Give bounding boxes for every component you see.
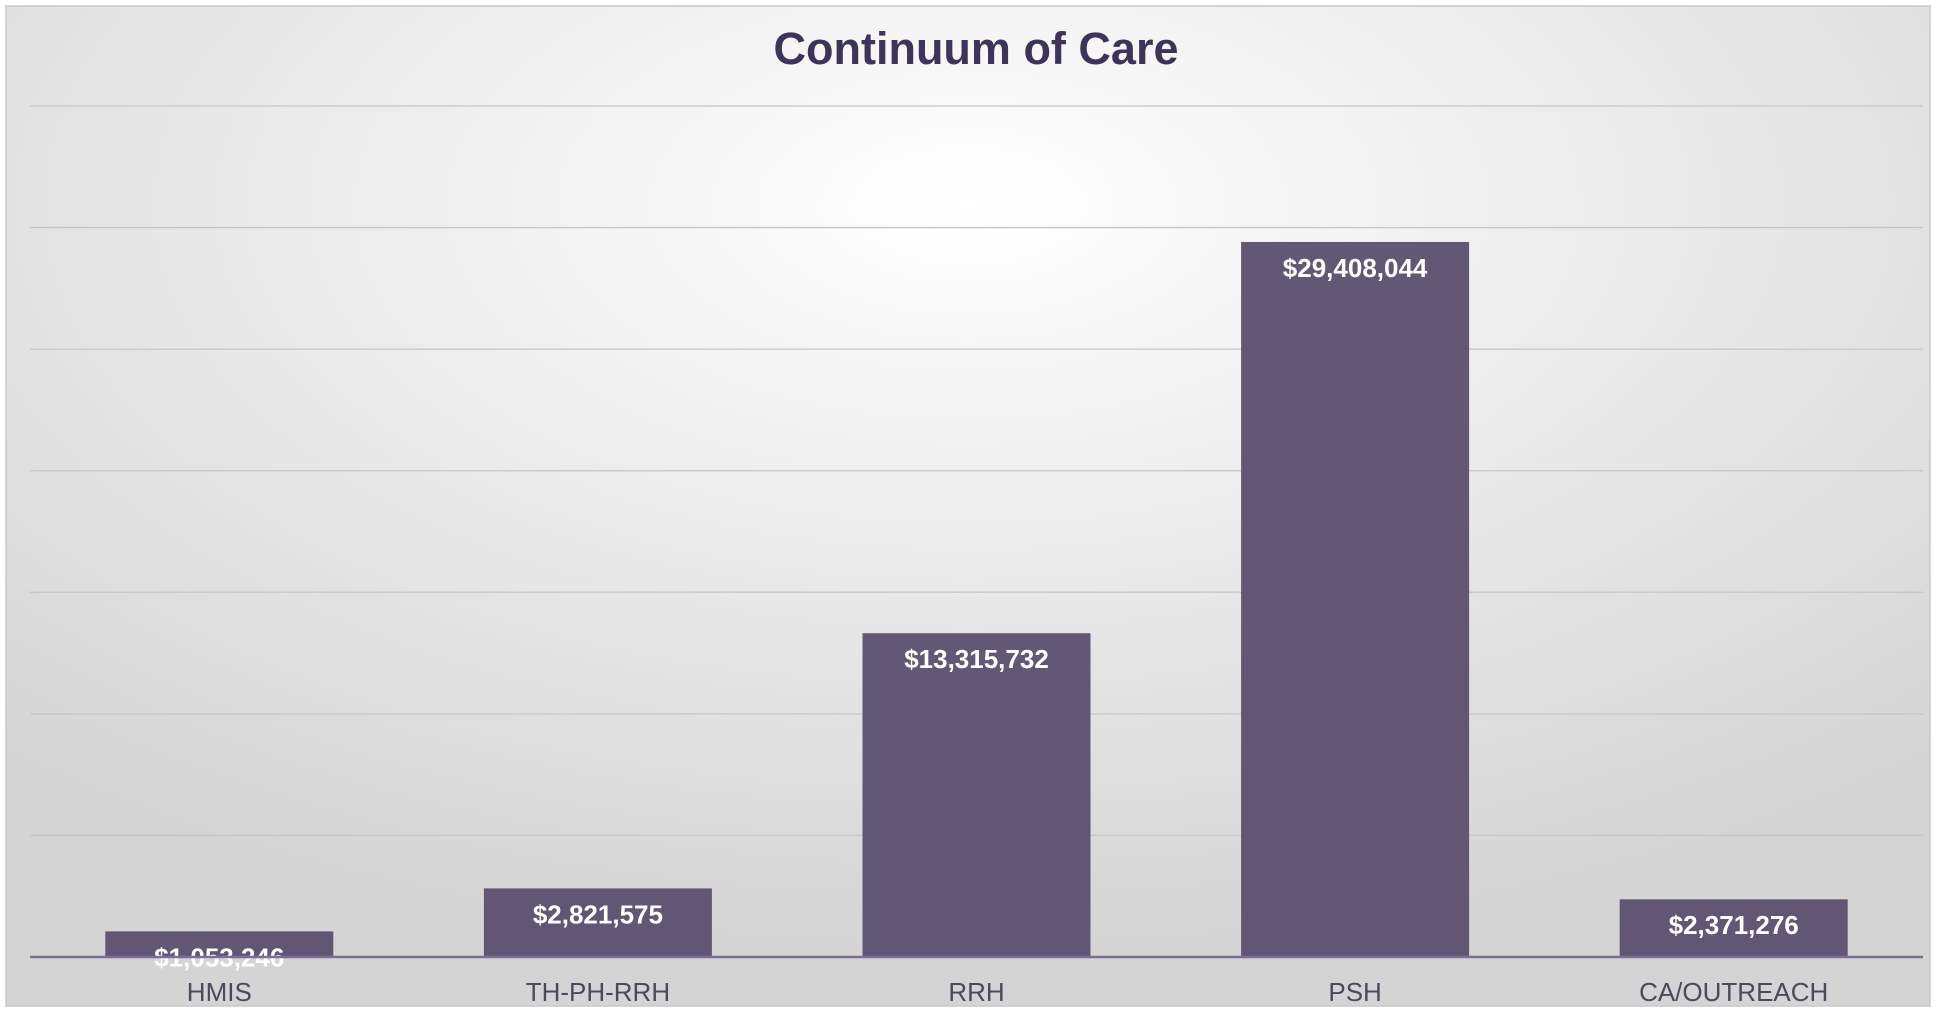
x-tick-label: PSH xyxy=(1328,977,1381,1007)
x-tick-label: RRH xyxy=(948,977,1004,1007)
bar xyxy=(1241,241,1470,957)
data-label: $29,408,044 xyxy=(1283,253,1428,283)
x-tick-label: CA/OUTREACH xyxy=(1639,977,1828,1007)
bar xyxy=(1619,899,1848,957)
bar xyxy=(483,888,712,957)
data-label: $13,315,732 xyxy=(904,644,1049,674)
data-label: $2,371,276 xyxy=(1669,910,1799,940)
data-label: $2,821,575 xyxy=(533,899,663,929)
x-tick-label: HMIS xyxy=(187,977,252,1007)
bar xyxy=(105,931,334,957)
x-tick-label: TH-PH-RRH xyxy=(526,977,670,1007)
bar xyxy=(862,633,1091,957)
chart-title: Continuum of Care xyxy=(774,23,1179,74)
